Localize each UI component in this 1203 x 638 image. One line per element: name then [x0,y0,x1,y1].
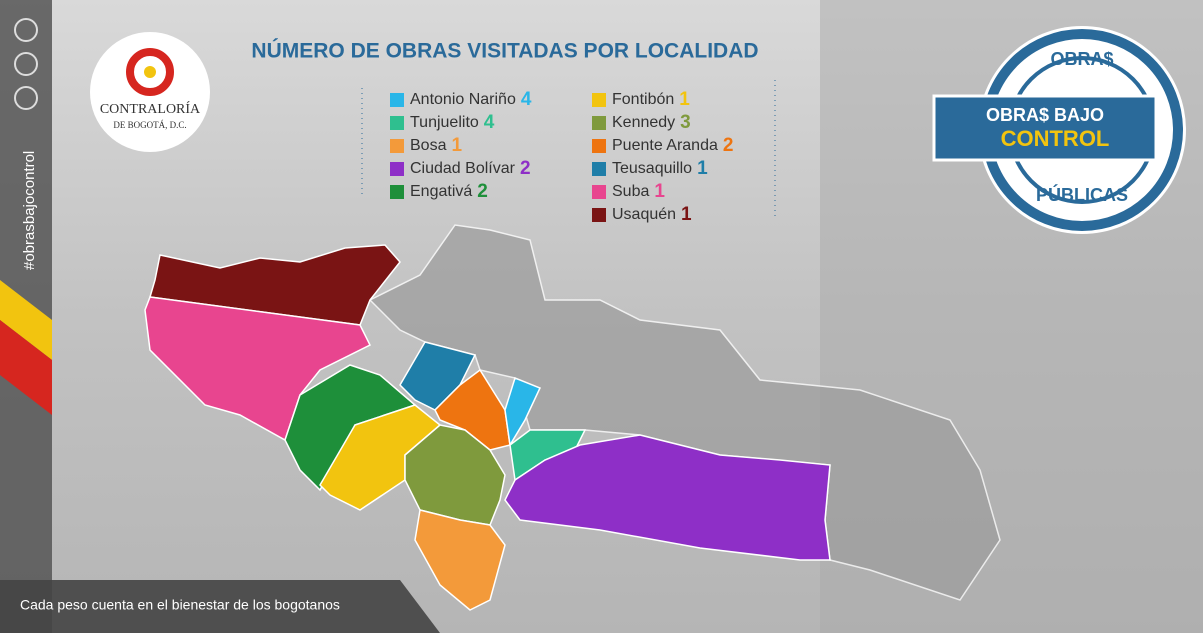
footer-text: Cada peso cuenta en el bienestar de los … [20,597,340,613]
logo-mark [126,48,174,96]
flag-stripe [0,280,52,360]
map [144,224,1001,611]
region[interactable] [504,377,542,448]
legend-swatch [592,93,606,107]
legend-entry: Engativá 2 [410,181,488,202]
legend-entry: Puente Aranda 2 [612,135,733,156]
legend-entry: Bosa 1 [410,135,462,156]
legend-entry: Tunjuelito 4 [410,112,495,133]
legend-count: 1 [679,89,690,110]
legend-name: Usaquén [612,206,676,223]
legend-count: 2 [520,158,531,179]
logo-name: CONTRALORÍA [100,100,201,117]
legend-swatch [592,185,606,199]
badge-line2: CONTROL [1001,126,1110,151]
legend-entry: Antonio Nariño 4 [410,89,532,110]
legend-swatch [390,116,404,130]
legend-count: 3 [680,112,691,133]
legend-entry: Ciudad Bolívar 2 [410,158,531,179]
legend-swatch [592,139,606,153]
legend-swatch [390,162,404,176]
legend-name: Suba [612,183,649,200]
legend-entry: Suba 1 [612,181,665,202]
legend-swatch [390,139,404,153]
facebook-icon[interactable] [14,52,38,76]
legend-name: Antonio Nariño [410,91,516,108]
legend-count: 1 [451,135,462,156]
legend-swatch [592,116,606,130]
legend-swatch [592,162,606,176]
legend-name: Tunjuelito [410,114,479,131]
legend-count: 1 [697,158,708,179]
flag-stripe [0,320,52,415]
instagram-icon[interactable] [14,86,38,110]
legend-count: 1 [681,204,692,225]
legend-swatch [390,185,404,199]
badge-bottom: PÚBLICAS [1036,184,1128,205]
badge-banner [932,94,1158,162]
twitter-icon[interactable] [14,18,38,42]
legend-swatch [390,93,404,107]
hashtag: #obrasbajocontrol [21,151,38,270]
region[interactable] [504,434,831,561]
badge: OBRA$ OBRA$ BAJO CONTROL PÚBLICAS [932,26,1186,234]
title: NÚMERO DE OBRAS VISITADAS POR LOCALIDAD [251,39,758,63]
legend-count: 2 [477,181,488,202]
legend-count: 2 [723,135,734,156]
region[interactable] [414,509,506,611]
social-icons [14,18,38,110]
region[interactable] [404,424,506,526]
legend-count: 1 [654,181,665,202]
legend-name: Teusaquillo [612,160,692,177]
legend-swatch [592,208,606,222]
legend-name: Ciudad Bolívar [410,160,516,177]
badge-line1: OBRA$ BAJO [986,105,1104,125]
footer-bar [0,580,440,633]
legend-count: 4 [521,89,532,110]
map-area [368,224,1001,601]
legend-name: Puente Aranda [612,137,718,154]
legend-count: 4 [484,112,495,133]
badge-top: OBRA$ [1050,49,1113,69]
logo-mark [144,66,156,78]
legend-entry: Fontibón 1 [612,89,690,110]
legend-name: Bosa [410,137,447,154]
legend-entry: Usaquén 1 [612,204,692,225]
legend-entry: Teusaquillo 1 [612,158,708,179]
logo-place: DE BOGOTÁ, D.C. [113,120,186,130]
legend-name: Kennedy [612,114,675,131]
legend-name: Engativá [410,183,472,200]
legend-name: Fontibón [612,91,674,108]
legend-entry: Kennedy 3 [612,112,691,133]
